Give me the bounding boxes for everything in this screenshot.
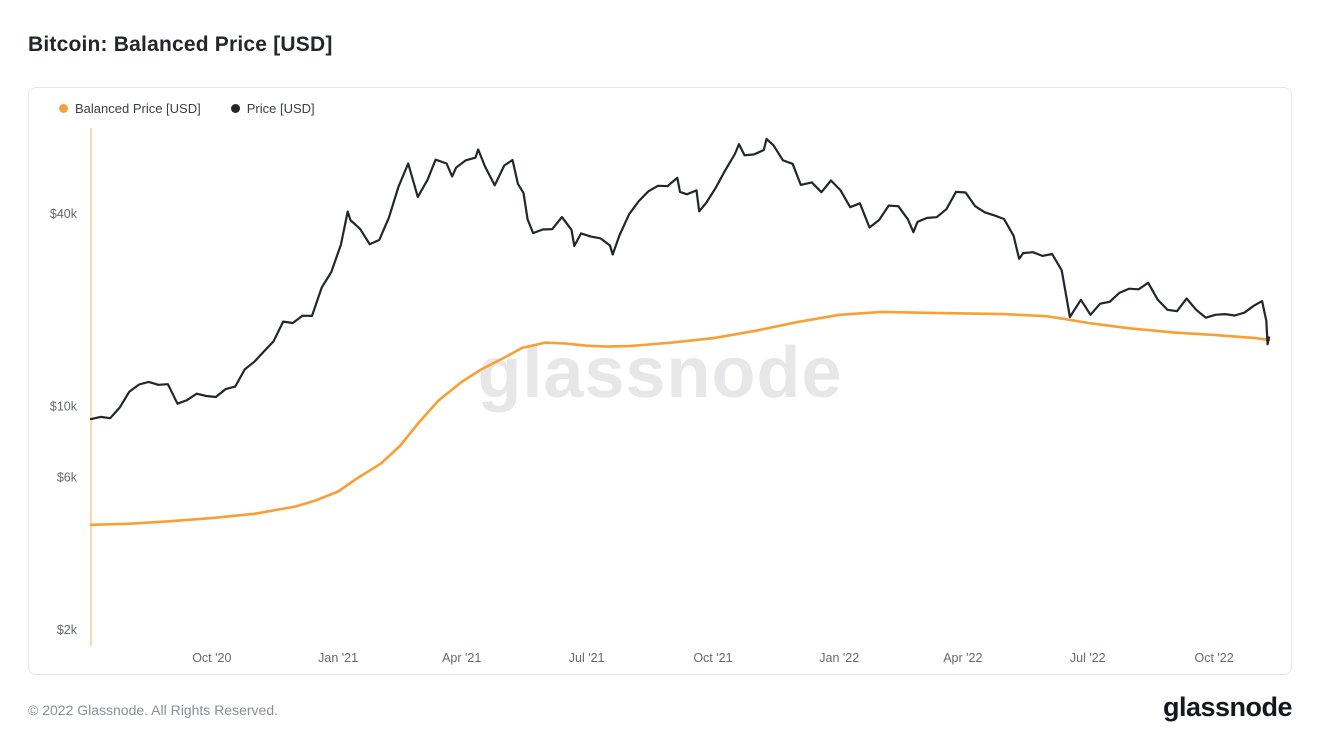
x-tick-label: Jul '21 — [569, 651, 605, 665]
y-tick-label: $2k — [57, 623, 78, 637]
legend-item-balanced-price[interactable]: Balanced Price [USD] — [59, 101, 201, 116]
page-title: Bitcoin: Balanced Price [USD] — [28, 33, 333, 56]
series-line-balanced-price — [89, 310, 1271, 527]
legend-label-balanced-price: Balanced Price [USD] — [75, 101, 201, 116]
y-tick-label: $10k — [50, 400, 78, 414]
x-tick-label: Apr '21 — [442, 651, 481, 665]
x-tick-label: Jan '21 — [318, 651, 358, 665]
x-tick-label: Jul '22 — [1070, 651, 1106, 665]
series-line-price — [89, 137, 1271, 421]
x-tick-label: Jan '22 — [819, 651, 859, 665]
legend-dot-balanced-price-icon — [59, 104, 68, 113]
chart-legend: Balanced Price [USD] Price [USD] — [59, 101, 315, 116]
x-tick-label: Oct '22 — [1194, 651, 1233, 665]
y-tick-label: $6k — [57, 470, 78, 484]
x-tick-label: Oct '20 — [192, 651, 231, 665]
legend-item-price[interactable]: Price [USD] — [230, 101, 315, 116]
legend-label-price: Price [USD] — [246, 101, 315, 116]
chart-svg[interactable]: $40k $10k $6k $2k Oct '20 Jan '21 Apr '21 Jul '… — [29, 88, 1291, 674]
x-tick-label: Oct '21 — [693, 651, 732, 665]
footer-copyright: © 2022 Glassnode. All Rights Reserved. — [28, 702, 279, 718]
x-tick-label: Apr '22 — [943, 651, 982, 665]
chart-card: Balanced Price [USD] Price [USD] glassno… — [28, 87, 1292, 675]
glassnode-logo[interactable]: glassnode — [1162, 692, 1293, 722]
legend-dot-price-icon — [230, 104, 240, 113]
y-tick-label: $40k — [50, 207, 78, 221]
